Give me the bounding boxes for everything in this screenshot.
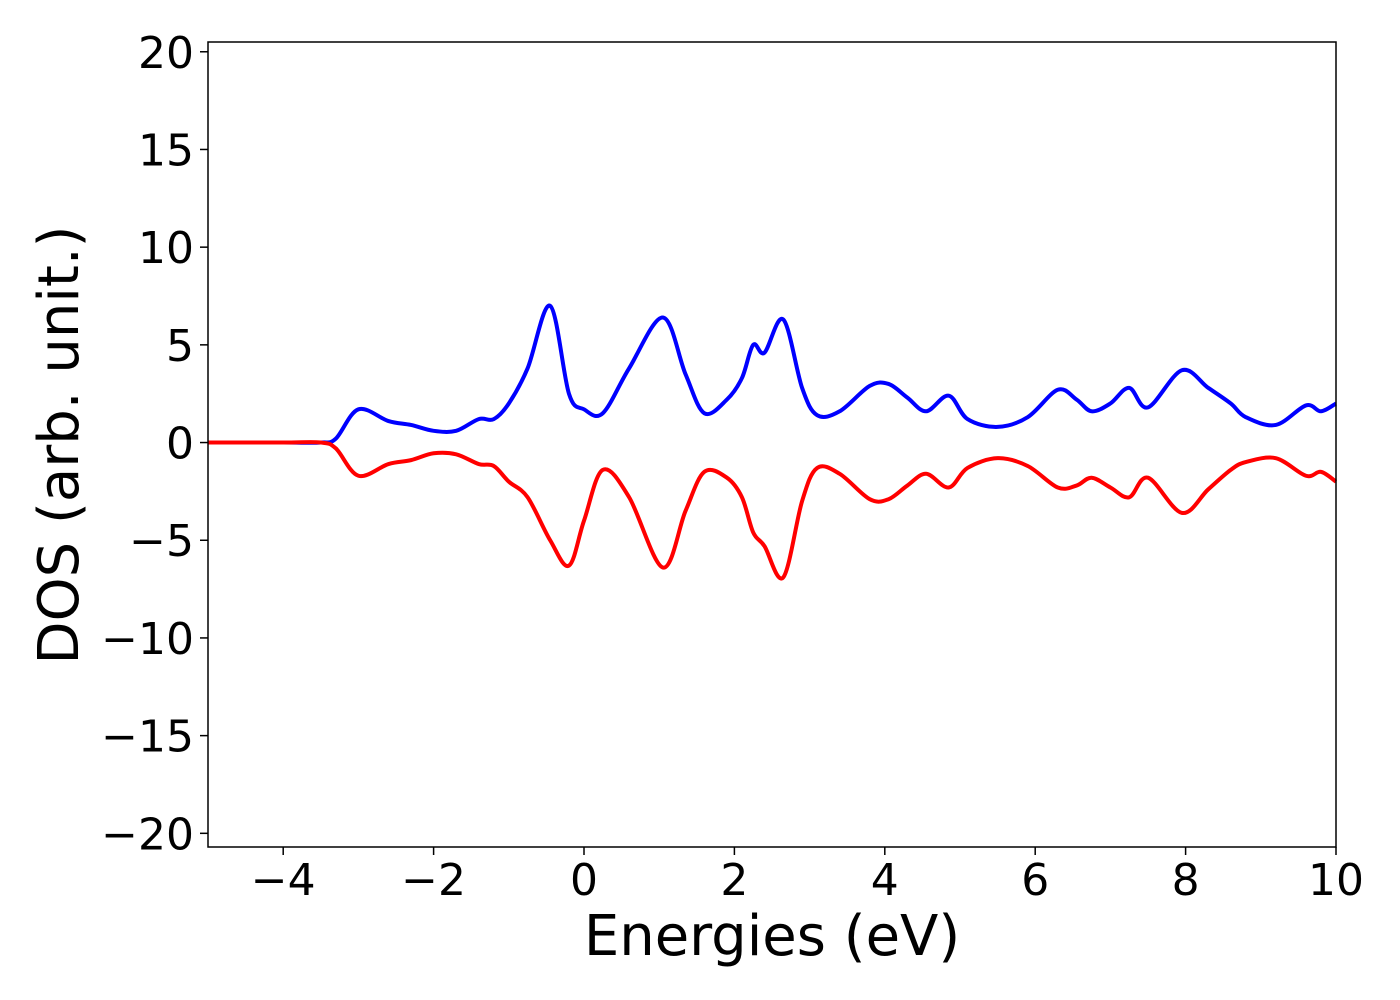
x-axis-label: Energies (eV)	[584, 904, 960, 969]
x-tick-label: 8	[1172, 855, 1200, 906]
y-tick-label: −5	[129, 516, 194, 567]
y-axis-label: DOS (arb. unit.)	[27, 225, 92, 664]
y-tick-label: 10	[138, 223, 194, 274]
y-tick-label: 15	[138, 125, 194, 176]
series-line	[207, 303, 1338, 445]
x-tick-label: 4	[871, 855, 899, 906]
plot-frame	[207, 41, 1337, 848]
y-tick-label: 0	[166, 419, 194, 470]
y-tick-label: 5	[166, 321, 194, 372]
y-tick-label: −10	[101, 614, 194, 665]
x-tick-label: −4	[251, 855, 316, 906]
y-tick-label: −20	[101, 809, 194, 860]
series-line	[207, 440, 1338, 581]
x-tick-label: −2	[401, 855, 466, 906]
x-tick-label: 2	[720, 855, 748, 906]
x-tick-label: 10	[1308, 855, 1364, 906]
x-tick-label: 6	[1021, 855, 1049, 906]
x-tick-label: 0	[570, 855, 598, 906]
y-tick-label: 20	[138, 28, 194, 79]
y-tick-label: −15	[101, 712, 194, 763]
